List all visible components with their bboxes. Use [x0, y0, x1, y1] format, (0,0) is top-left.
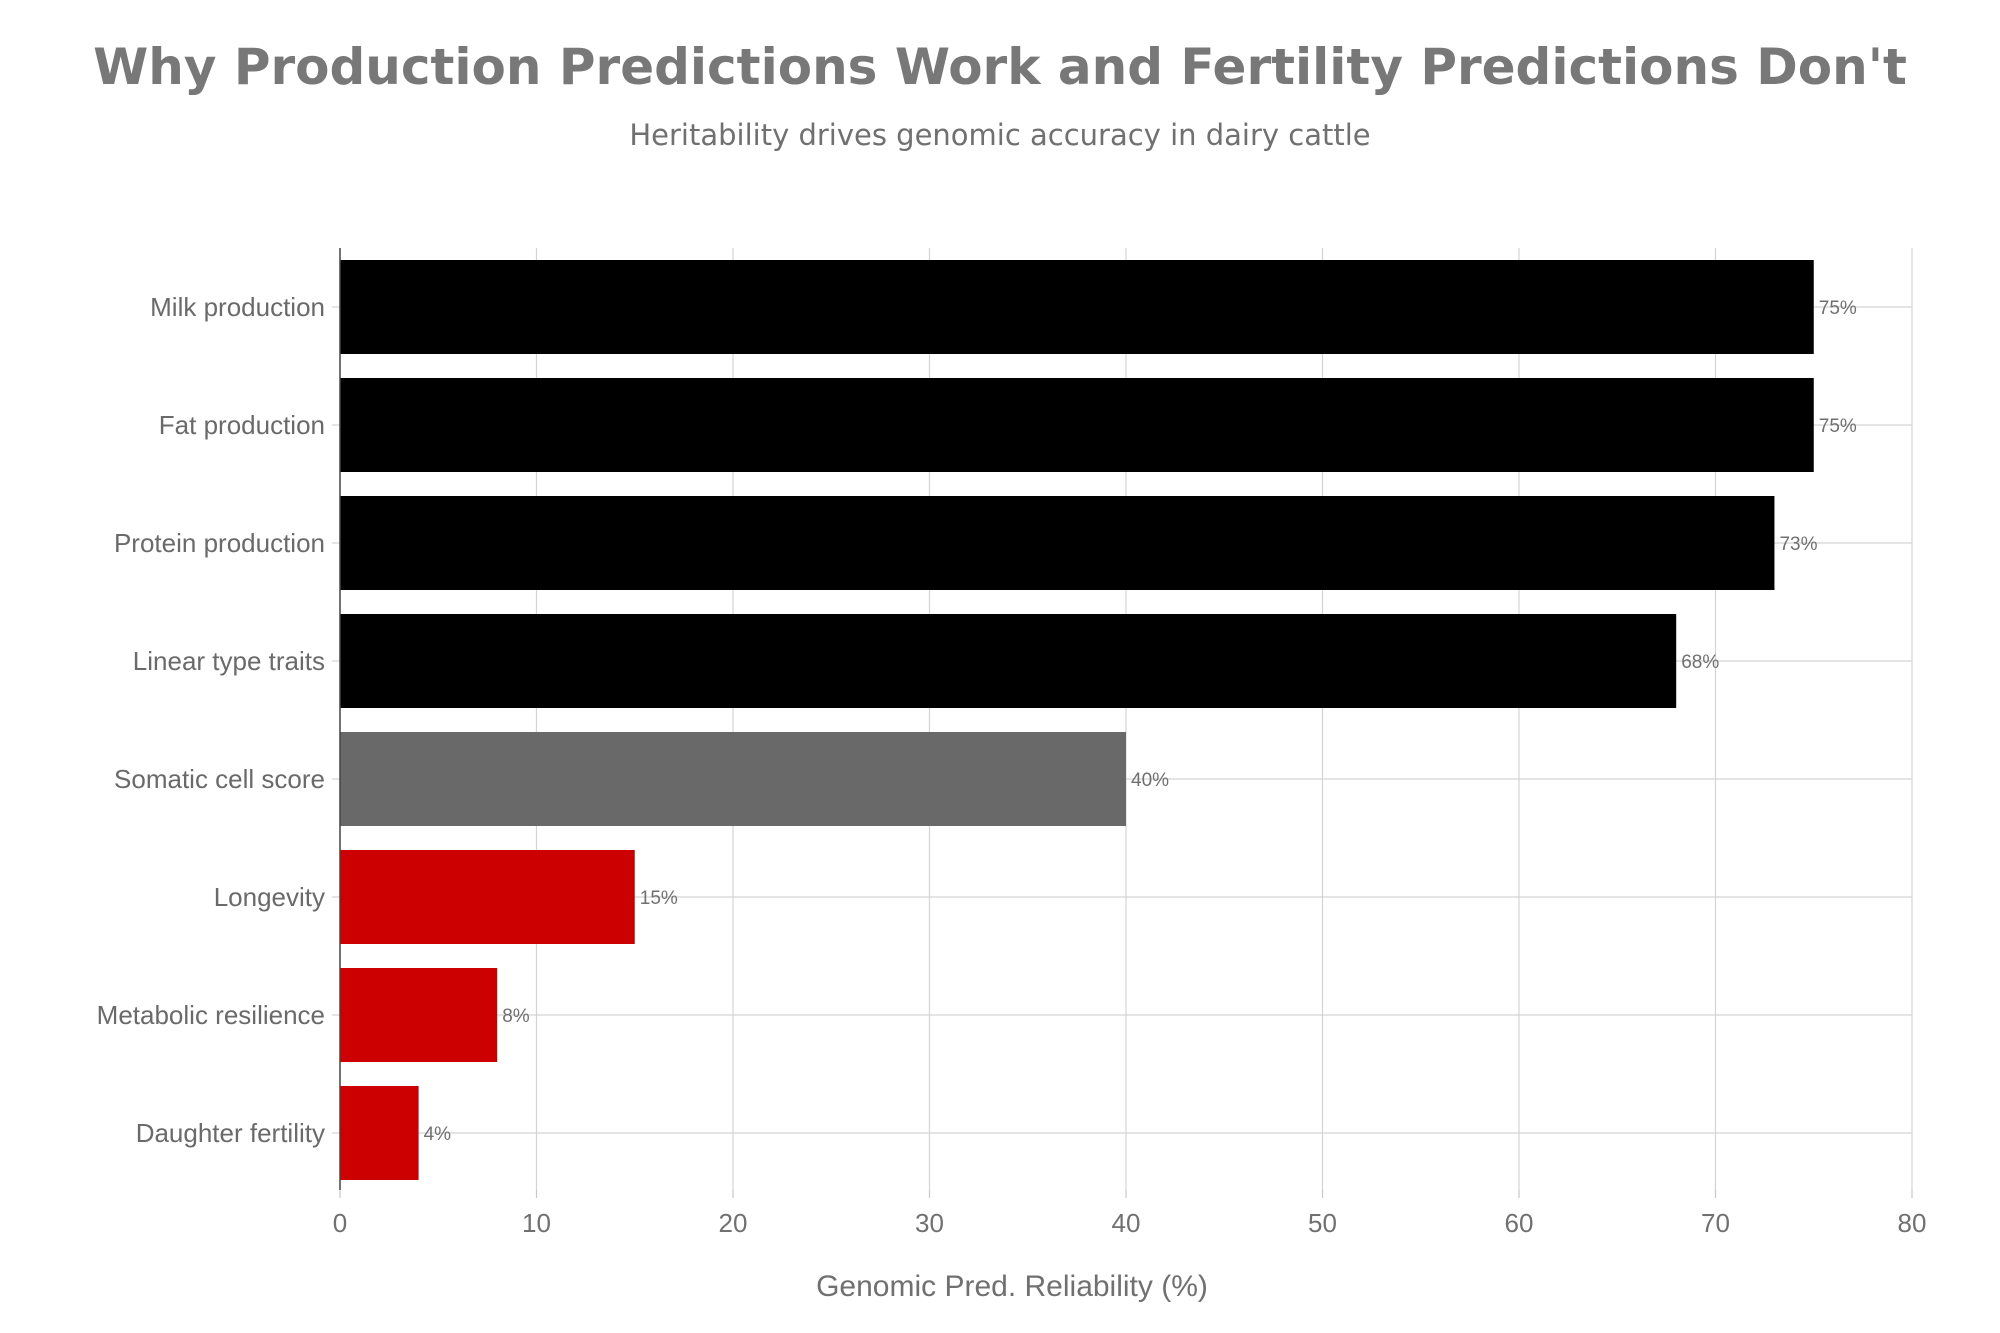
bar-metabolic-resilience — [340, 968, 498, 1062]
value-label: 4% — [424, 1124, 452, 1145]
value-label: 8% — [502, 1006, 530, 1027]
category-label: Metabolic resilience — [97, 1000, 325, 1030]
category-label: Milk production — [150, 292, 325, 322]
bar-milk-production — [340, 260, 1814, 354]
value-label: 15% — [640, 888, 678, 909]
axes: 0 10 20 30 40 50 60 70 80 Milk production 75% Fat p… — [97, 248, 1927, 1238]
bar-longevity — [340, 850, 635, 944]
category-label: Somatic cell score — [114, 764, 325, 794]
category-label: Longevity — [214, 882, 325, 912]
value-label: 68% — [1681, 652, 1719, 673]
x-tick-label: 20 — [719, 1208, 748, 1238]
x-tick-label: 60 — [1505, 1208, 1534, 1238]
x-tick-label: 70 — [1701, 1208, 1730, 1238]
category-label: Fat production — [159, 410, 325, 440]
bar-somatic-cell-score — [340, 732, 1126, 826]
bars — [340, 260, 1814, 1180]
x-tick-label: 40 — [1112, 1208, 1141, 1238]
x-tick-label: 30 — [915, 1208, 944, 1238]
value-label: 73% — [1779, 534, 1817, 555]
category-label: Linear type traits — [133, 646, 325, 676]
x-tick-label: 50 — [1308, 1208, 1337, 1238]
x-axis-title: Genomic Pred. Reliability (%) — [816, 1270, 1208, 1303]
x-tick-label: 80 — [1898, 1208, 1927, 1238]
category-label: Protein production — [114, 528, 325, 558]
bar-protein-production — [340, 496, 1775, 590]
bar-fat-production — [340, 378, 1814, 472]
category-label: Daughter fertility — [136, 1118, 325, 1148]
x-tick-label: 0 — [333, 1208, 347, 1238]
value-label: 40% — [1131, 770, 1169, 791]
bar-daughter-fertility — [340, 1086, 419, 1180]
chart-title: Why Production Predictions Work and Fert… — [93, 38, 1907, 96]
value-label: 75% — [1819, 298, 1857, 319]
bar-linear-type-traits — [340, 614, 1677, 708]
chart-subtitle: Heritability drives genomic accuracy in … — [629, 118, 1371, 152]
value-label: 75% — [1819, 416, 1857, 437]
x-tick-label: 10 — [522, 1208, 551, 1238]
